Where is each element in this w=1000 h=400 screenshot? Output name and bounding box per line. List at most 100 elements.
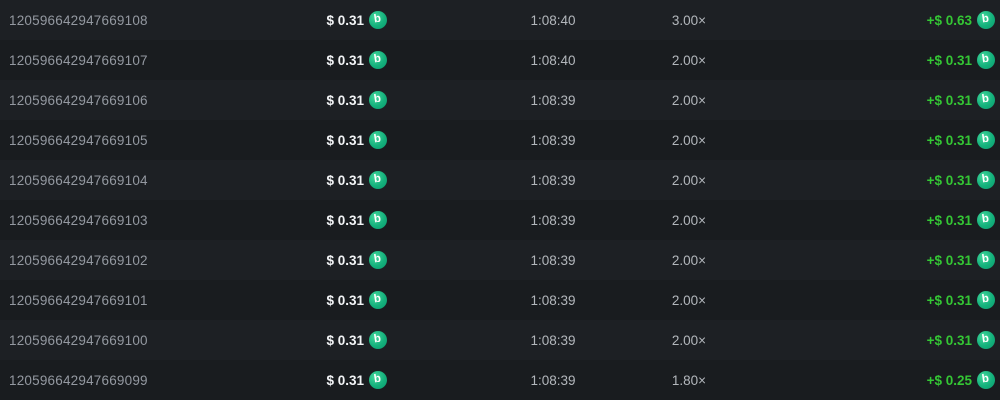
- bet-row[interactable]: 120596642947669108 $ 0.31 b 1:08:40 3.00…: [0, 0, 1000, 40]
- bet-payout-cell: +$ 0.31 b: [927, 291, 1000, 309]
- bet-row[interactable]: 120596642947669101 $ 0.31 b 1:08:39 2.00…: [0, 280, 1000, 320]
- bet-payout-cell: +$ 0.31 b: [927, 251, 1000, 269]
- bet-amount: $ 0.31: [326, 372, 364, 388]
- bet-time: 1:08:40: [530, 52, 576, 68]
- bch-coin-icon: b: [369, 331, 387, 349]
- bet-multiplier: 2.00×: [671, 132, 707, 148]
- bet-payout: +$ 0.25: [926, 372, 972, 388]
- bet-amount: $ 0.31: [326, 12, 364, 28]
- bet-amount-cell: $ 0.31 b: [326, 251, 390, 269]
- bet-amount-cell: $ 0.31 b: [326, 211, 390, 229]
- bet-time: 1:08:39: [530, 212, 576, 228]
- bet-payout-cell: +$ 0.25 b: [927, 371, 1000, 389]
- bet-time: 1:08:39: [530, 132, 576, 148]
- bet-amount: $ 0.31: [326, 132, 364, 148]
- bet-amount: $ 0.31: [326, 292, 364, 308]
- bet-row[interactable]: 120596642947669106 $ 0.31 b 1:08:39 2.00…: [0, 80, 1000, 120]
- bet-row[interactable]: 120596642947669102 $ 0.31 b 1:08:39 2.00…: [0, 240, 1000, 280]
- bet-payout: +$ 0.31: [926, 292, 972, 308]
- bet-row[interactable]: 120596642947669105 $ 0.31 b 1:08:39 2.00…: [0, 120, 1000, 160]
- bet-payout-cell: +$ 0.31 b: [927, 131, 1000, 149]
- bet-id: 120596642947669101: [9, 292, 148, 308]
- bch-coin-icon: b: [369, 131, 387, 149]
- bet-payout: +$ 0.31: [926, 172, 972, 188]
- bet-time: 1:08:39: [530, 252, 576, 268]
- bch-coin-icon: b: [369, 291, 387, 309]
- bch-coin-icon: b: [977, 11, 995, 29]
- bet-row[interactable]: 120596642947669100 $ 0.31 b 1:08:39 2.00…: [0, 320, 1000, 360]
- bch-coin-icon: b: [369, 211, 387, 229]
- bet-amount: $ 0.31: [326, 332, 364, 348]
- bet-time: 1:08:39: [530, 92, 576, 108]
- bch-coin-icon: b: [369, 171, 387, 189]
- bet-amount-cell: $ 0.31 b: [326, 171, 390, 189]
- bet-payout: +$ 0.31: [926, 52, 972, 68]
- bch-coin-icon: b: [369, 371, 387, 389]
- bet-payout: +$ 0.31: [926, 92, 972, 108]
- bet-multiplier: 2.00×: [671, 252, 707, 268]
- bch-coin-icon: b: [369, 91, 387, 109]
- bet-payout-cell: +$ 0.31 b: [927, 51, 1000, 69]
- bch-coin-icon: b: [977, 51, 995, 69]
- bet-row[interactable]: 120596642947669099 $ 0.31 b 1:08:39 1.80…: [0, 360, 1000, 400]
- bet-id: 120596642947669099: [9, 372, 148, 388]
- bet-payout-cell: +$ 0.63 b: [927, 11, 1000, 29]
- bet-multiplier: 3.00×: [671, 12, 707, 28]
- bet-amount: $ 0.31: [326, 172, 364, 188]
- bet-payout-cell: +$ 0.31 b: [927, 171, 1000, 189]
- bch-coin-icon: b: [369, 251, 387, 269]
- bch-coin-icon: b: [977, 171, 995, 189]
- bch-coin-icon: b: [977, 131, 995, 149]
- bch-coin-icon: b: [977, 251, 995, 269]
- bet-amount-cell: $ 0.31 b: [326, 291, 390, 309]
- bch-coin-icon: b: [977, 331, 995, 349]
- bet-id: 120596642947669100: [9, 332, 148, 348]
- bet-id: 120596642947669105: [9, 132, 148, 148]
- bet-row[interactable]: 120596642947669103 $ 0.31 b 1:08:39 2.00…: [0, 200, 1000, 240]
- bet-multiplier: 2.00×: [671, 292, 707, 308]
- bch-coin-icon: b: [977, 91, 995, 109]
- bet-multiplier: 1.80×: [671, 372, 707, 388]
- bet-multiplier: 2.00×: [671, 52, 707, 68]
- bet-id: 120596642947669102: [9, 252, 148, 268]
- bet-payout: +$ 0.31: [926, 252, 972, 268]
- bch-coin-icon: b: [369, 11, 387, 29]
- bet-row[interactable]: 120596642947669104 $ 0.31 b 1:08:39 2.00…: [0, 160, 1000, 200]
- bch-coin-icon: b: [977, 211, 995, 229]
- bet-id: 120596642947669106: [9, 92, 148, 108]
- bet-amount: $ 0.31: [326, 92, 364, 108]
- bet-id: 120596642947669107: [9, 52, 148, 68]
- bet-multiplier: 2.00×: [671, 172, 707, 188]
- bet-payout: +$ 0.31: [926, 212, 972, 228]
- bet-multiplier: 2.00×: [671, 92, 707, 108]
- bet-time: 1:08:39: [530, 372, 576, 388]
- bet-time: 1:08:39: [530, 292, 576, 308]
- bet-payout: +$ 0.31: [926, 332, 972, 348]
- bet-amount: $ 0.31: [326, 252, 364, 268]
- bch-coin-icon: b: [977, 291, 995, 309]
- bet-payout-cell: +$ 0.31 b: [927, 91, 1000, 109]
- bch-coin-icon: b: [369, 51, 387, 69]
- bet-payout-cell: +$ 0.31 b: [927, 211, 1000, 229]
- bet-row[interactable]: 120596642947669107 $ 0.31 b 1:08:40 2.00…: [0, 40, 1000, 80]
- bet-time: 1:08:39: [530, 172, 576, 188]
- bet-amount-cell: $ 0.31 b: [326, 331, 390, 349]
- bet-id: 120596642947669103: [9, 212, 148, 228]
- bet-payout: +$ 0.63: [926, 12, 972, 28]
- bet-id: 120596642947669104: [9, 172, 148, 188]
- bet-amount-cell: $ 0.31 b: [326, 11, 390, 29]
- bet-amount: $ 0.31: [326, 212, 364, 228]
- bet-payout-cell: +$ 0.31 b: [927, 331, 1000, 349]
- bet-time: 1:08:40: [530, 12, 576, 28]
- bet-amount-cell: $ 0.31 b: [326, 131, 390, 149]
- bch-coin-icon: b: [977, 371, 995, 389]
- bet-amount: $ 0.31: [326, 52, 364, 68]
- bet-multiplier: 2.00×: [671, 212, 707, 228]
- bet-amount-cell: $ 0.31 b: [326, 51, 390, 69]
- bet-time: 1:08:39: [530, 332, 576, 348]
- bet-amount-cell: $ 0.31 b: [326, 371, 390, 389]
- bet-payout: +$ 0.31: [926, 132, 972, 148]
- bet-id: 120596642947669108: [9, 12, 148, 28]
- bet-multiplier: 2.00×: [671, 332, 707, 348]
